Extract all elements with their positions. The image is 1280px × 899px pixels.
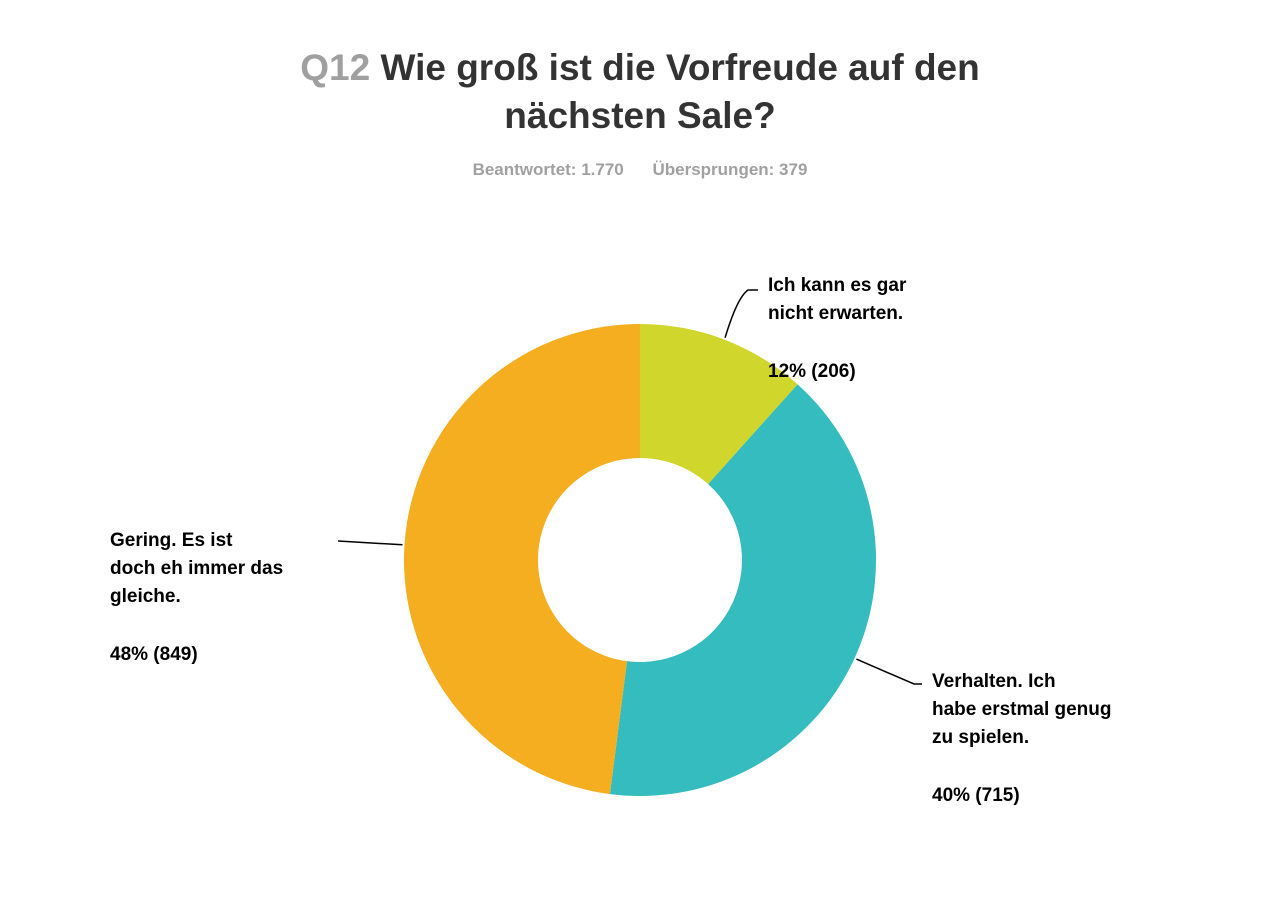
chart-title: Q12 Wie groß ist die Vorfreude auf den n… xyxy=(240,44,1040,140)
skipped-count: Übersprungen: 379 xyxy=(652,160,808,179)
slice-label-line: Ich kann es gar xyxy=(768,275,907,296)
slice-label-line: Gering. Es ist xyxy=(110,530,233,551)
slice-label-gering: Gering. Es ist doch eh immer das gleiche… xyxy=(110,527,283,669)
leader-line xyxy=(856,658,922,685)
slice-label-verhalten: Verhalten. Ich habe erstmal genug zu spi… xyxy=(932,668,1112,810)
slice-label-line: doch eh immer das xyxy=(110,558,284,579)
question-number: Q12 xyxy=(300,47,371,88)
slice-label-ich-kann-es-gar: Ich kann es gar nicht erwarten. 12% (206… xyxy=(768,272,906,386)
leader-line xyxy=(337,540,403,546)
answered-count: Beantwortet: 1.770 xyxy=(472,160,624,179)
slice-label-line: Verhalten. Ich xyxy=(932,671,1056,692)
slice-label-line: habe erstmal genug xyxy=(932,699,1112,720)
slice-label-line: gleiche. xyxy=(110,586,181,607)
slice-gering xyxy=(403,324,640,795)
slice-label-line: nicht erwarten. xyxy=(768,303,904,324)
slice-ich-kann-es-gar xyxy=(640,324,798,485)
question-text-line1: Wie groß ist die Vorfreude auf den xyxy=(380,47,980,88)
response-stats: Beantwortet: 1.770 Übersprungen: 379 xyxy=(240,160,1040,180)
slice-verhalten xyxy=(609,384,877,797)
leader-line xyxy=(724,289,758,338)
slice-percent-label: 40% (715) xyxy=(932,785,1020,806)
slice-percent-label: 48% (849) xyxy=(110,644,198,665)
slice-percent-label: 12% (206) xyxy=(768,361,856,382)
question-text-line2: nächsten Sale? xyxy=(504,95,776,136)
slice-label-line: zu spielen. xyxy=(932,727,1030,748)
